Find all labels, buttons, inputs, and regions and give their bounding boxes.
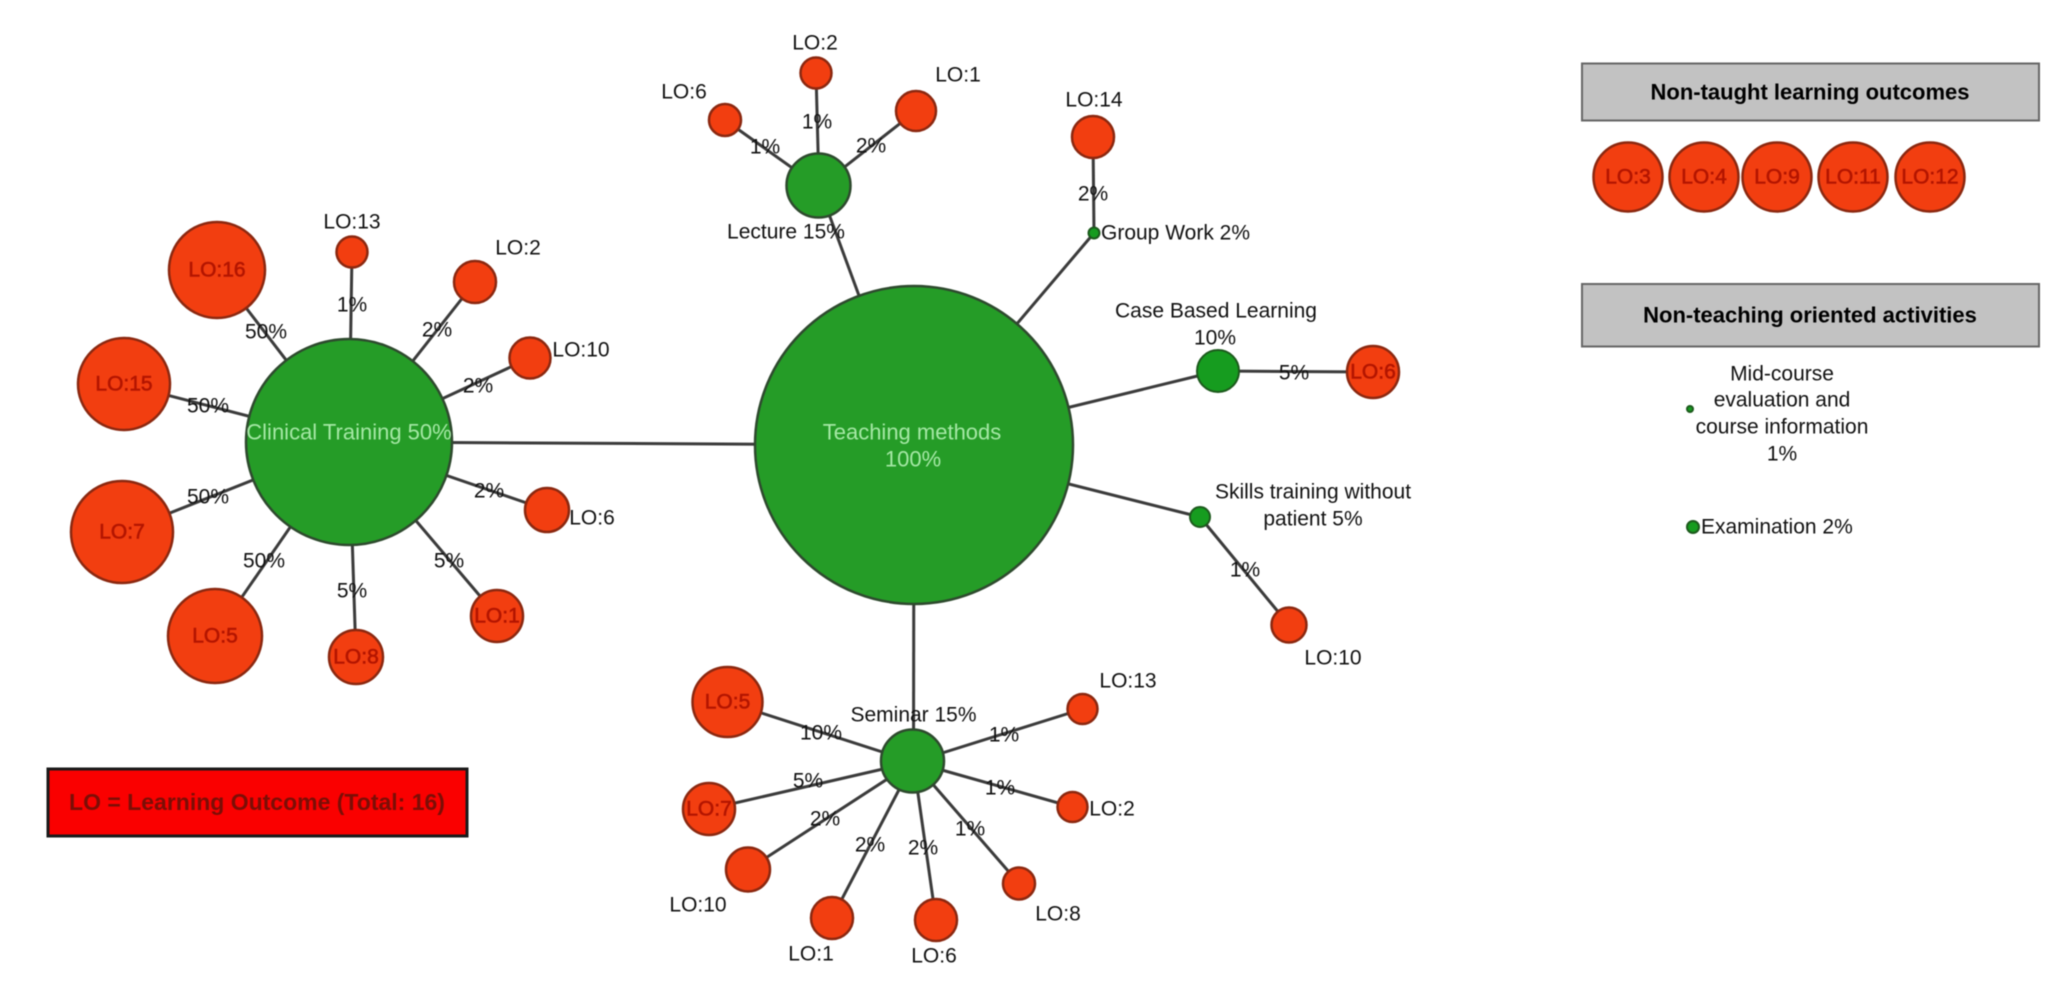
svg-text:1%: 1% <box>750 136 780 159</box>
svg-text:5%: 5% <box>1279 362 1309 385</box>
svg-text:evaluation and: evaluation and <box>1714 389 1851 412</box>
svg-text:Clinical Training 50%: Clinical Training 50% <box>246 420 451 445</box>
svg-text:LO:8: LO:8 <box>333 646 379 669</box>
svg-text:LO:1: LO:1 <box>788 943 834 966</box>
svg-text:LO:1: LO:1 <box>474 605 520 628</box>
svg-text:100%: 100% <box>885 447 941 472</box>
svg-text:5%: 5% <box>337 580 367 603</box>
svg-text:1%: 1% <box>802 111 832 134</box>
svg-text:50%: 50% <box>187 395 229 418</box>
svg-text:LO:14: LO:14 <box>1065 89 1123 112</box>
svg-text:Lecture 15%: Lecture 15% <box>727 221 845 244</box>
svg-text:Group Work 2%: Group Work 2% <box>1101 222 1250 245</box>
svg-text:LO:10: LO:10 <box>669 894 726 917</box>
svg-text:Teaching methods: Teaching methods <box>823 420 1002 445</box>
svg-text:LO:7: LO:7 <box>686 798 732 821</box>
svg-text:LO:2: LO:2 <box>792 32 838 55</box>
svg-text:LO:13: LO:13 <box>323 211 380 234</box>
svg-text:1%: 1% <box>1767 443 1797 466</box>
svg-text:1%: 1% <box>989 724 1019 747</box>
svg-text:Case Based Learning: Case Based Learning <box>1115 300 1317 323</box>
svg-text:LO:12: LO:12 <box>1901 166 1958 189</box>
svg-text:2%: 2% <box>463 375 493 398</box>
svg-text:LO:9: LO:9 <box>1754 166 1800 189</box>
svg-text:LO:6: LO:6 <box>569 507 615 530</box>
svg-text:LO:1: LO:1 <box>935 64 981 87</box>
svg-text:50%: 50% <box>243 550 285 573</box>
svg-text:2%: 2% <box>908 837 938 860</box>
svg-text:2%: 2% <box>855 834 885 857</box>
svg-text:50%: 50% <box>245 321 287 344</box>
svg-text:2%: 2% <box>422 319 452 342</box>
svg-text:1%: 1% <box>1230 559 1260 582</box>
svg-text:1%: 1% <box>985 777 1015 800</box>
svg-text:LO:2: LO:2 <box>495 237 541 260</box>
svg-text:LO:10: LO:10 <box>1304 647 1361 670</box>
svg-text:LO:2: LO:2 <box>1089 798 1135 821</box>
svg-text:LO:3: LO:3 <box>1605 166 1651 189</box>
svg-text:LO = Learning Outcome (Total:: LO = Learning Outcome (Total: 16) <box>69 789 445 815</box>
svg-text:LO:11: LO:11 <box>1825 166 1881 189</box>
svg-text:Mid-course: Mid-course <box>1730 363 1834 386</box>
svg-text:LO:5: LO:5 <box>705 691 751 714</box>
svg-text:5%: 5% <box>434 550 464 573</box>
svg-text:50%: 50% <box>187 486 229 509</box>
svg-text:course information: course information <box>1696 416 1869 439</box>
svg-text:1%: 1% <box>955 818 985 841</box>
svg-text:Non-taught learning outcomes: Non-taught learning outcomes <box>1651 80 1970 105</box>
svg-text:Non-teaching oriented activiti: Non-teaching oriented activities <box>1643 303 1977 328</box>
svg-text:LO:4: LO:4 <box>1681 166 1727 189</box>
svg-text:LO:6: LO:6 <box>1350 361 1396 384</box>
svg-text:LO:13: LO:13 <box>1099 670 1156 693</box>
svg-text:5%: 5% <box>793 770 823 793</box>
svg-text:Examination 2%: Examination 2% <box>1701 516 1853 539</box>
svg-text:LO:7: LO:7 <box>99 521 145 544</box>
svg-text:Seminar 15%: Seminar 15% <box>850 704 976 727</box>
svg-text:patient 5%: patient 5% <box>1263 508 1362 531</box>
svg-text:2%: 2% <box>810 808 840 831</box>
svg-text:LO:6: LO:6 <box>911 945 957 968</box>
svg-text:Skills training without: Skills training without <box>1215 481 1411 504</box>
svg-text:LO:5: LO:5 <box>192 625 238 648</box>
svg-text:10%: 10% <box>800 722 842 745</box>
svg-text:LO:6: LO:6 <box>661 81 707 104</box>
svg-text:LO:8: LO:8 <box>1035 903 1081 926</box>
svg-text:1%: 1% <box>337 294 367 317</box>
svg-text:2%: 2% <box>1078 183 1108 206</box>
svg-text:2%: 2% <box>856 135 886 158</box>
svg-text:LO:10: LO:10 <box>552 339 609 362</box>
svg-text:LO:16: LO:16 <box>188 259 245 282</box>
svg-text:10%: 10% <box>1194 327 1236 350</box>
svg-text:LO:15: LO:15 <box>95 373 152 396</box>
svg-text:2%: 2% <box>474 480 504 503</box>
